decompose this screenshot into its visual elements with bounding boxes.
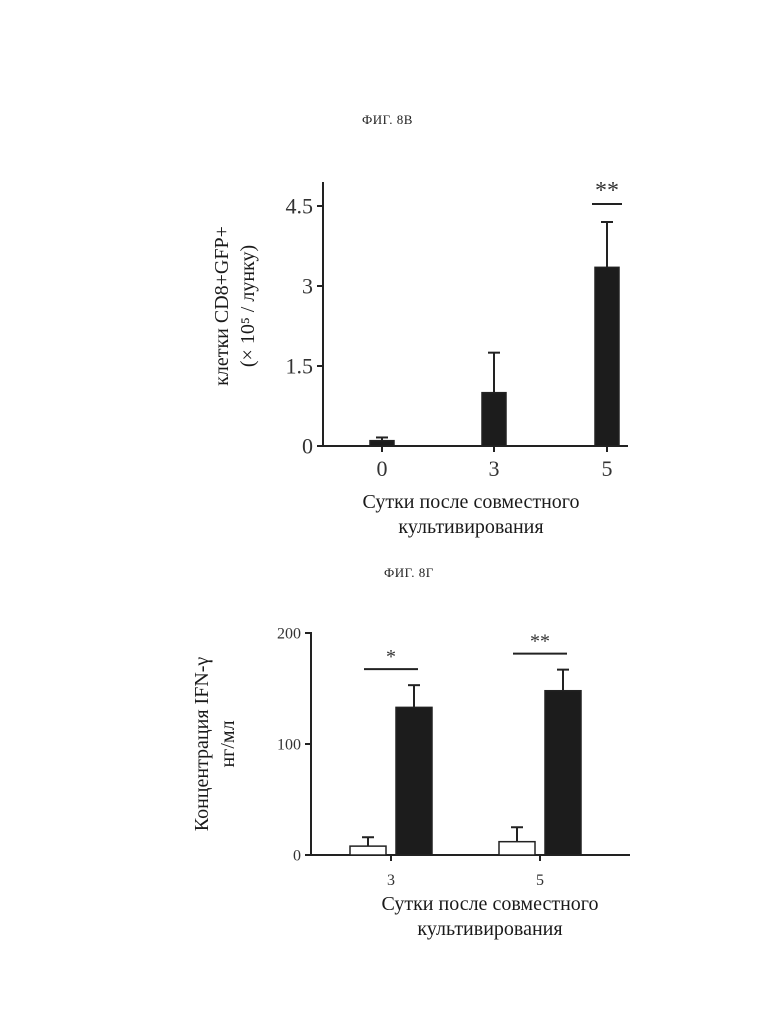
y-tick-label: 1.5	[286, 354, 314, 379]
y-axis-label: Концентрация IFN-γнг/мл	[191, 657, 239, 832]
bar	[370, 441, 394, 446]
y-axis-label-line: клетки CD8+GFP+	[211, 226, 233, 386]
x-tick-label: 3	[489, 456, 500, 481]
chart-cd8-gfp: 0 1.5 3 4.5 0 3 5 ** клетки CD8+GFP+(× 10⁵ / лун…	[211, 178, 628, 538]
y-tick-label: 200	[277, 626, 301, 643]
x-axis-label-line: культивирования	[417, 918, 562, 940]
y-tick-label: 100	[277, 737, 301, 754]
bar	[482, 393, 506, 446]
x-tick-label: 5	[602, 456, 613, 481]
y-axis-label-line: (× 10⁵ / лунку)	[237, 245, 259, 367]
x-axis-label-line: Сутки после совместного	[363, 491, 580, 513]
significance-marker: **	[595, 178, 619, 204]
x-tick-label: 5	[536, 872, 544, 889]
y-axis-label-line: нг/мл	[217, 720, 239, 767]
y-axis-label: клетки CD8+GFP+(× 10⁵ / лунку)	[211, 226, 259, 386]
x-axis-label-line: культивирования	[398, 516, 543, 538]
y-tick-label: 0	[302, 434, 313, 459]
bar	[499, 842, 535, 855]
bar	[396, 707, 432, 855]
chart-ifn-gamma: 010020035***Концентрация IFN-γнг/млСутки…	[191, 626, 630, 940]
x-axis-label: Сутки после совместного культивирования	[382, 893, 599, 940]
x-tick-label: 3	[387, 872, 395, 889]
significance-marker: **	[530, 631, 550, 653]
y-tick-label: 3	[302, 274, 313, 299]
x-axis-label-line: Сутки после совместного	[382, 893, 599, 915]
bar	[545, 691, 581, 855]
y-tick-label: 4.5	[286, 194, 314, 219]
bar	[350, 846, 386, 855]
bar	[595, 267, 619, 446]
x-axis-label: Сутки после совместного культивирования	[363, 491, 580, 538]
y-axis-label-line: Концентрация IFN-γ	[191, 657, 213, 832]
y-tick-label: 0	[293, 848, 301, 865]
x-tick-label: 0	[377, 456, 388, 481]
significance-marker: *	[386, 646, 396, 668]
